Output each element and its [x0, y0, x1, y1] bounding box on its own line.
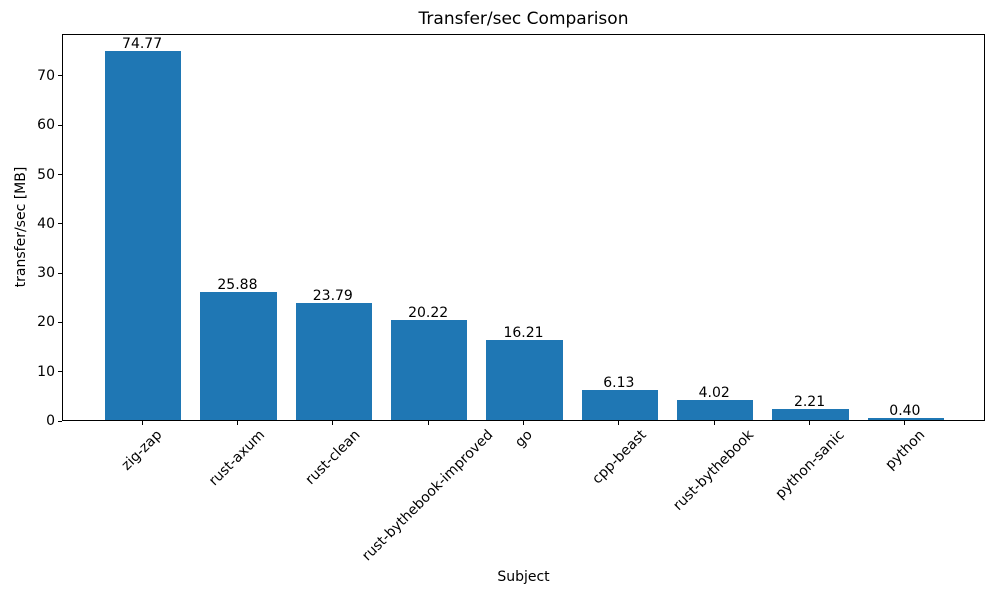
bar-rust-bythebook — [677, 400, 754, 420]
bar-zig-zap — [104, 51, 182, 420]
y-tick-label: 30 — [37, 265, 55, 282]
y-tick-mark — [58, 272, 62, 274]
x-tick-mark — [236, 421, 238, 425]
plot-area — [62, 34, 985, 421]
bar-cpp-beast — [581, 389, 658, 420]
bar-rust-clean — [295, 302, 372, 420]
y-tick-mark — [58, 174, 62, 175]
bar-go — [486, 340, 563, 420]
x-tick-label: zig-zap — [118, 427, 166, 474]
bar-value-label: 0.40 — [889, 403, 921, 420]
bar-value-label: 2.21 — [793, 394, 826, 411]
x-tick-label: rust-axum — [206, 427, 269, 490]
y-tick-label: 0 — [46, 413, 55, 429]
x-tick-mark — [427, 421, 429, 425]
bar-value-label: 16.21 — [503, 325, 544, 342]
y-tick-mark — [58, 321, 62, 323]
bar-python-sanic — [772, 409, 849, 420]
x-tick-mark — [904, 421, 906, 425]
x-tick-label: python — [881, 427, 928, 473]
y-tick-mark — [58, 223, 62, 225]
x-tick-label: python-sanic — [772, 427, 848, 503]
bar-rust-axum — [200, 292, 277, 420]
y-tick-mark — [58, 124, 62, 126]
bar-value-label: 25.88 — [217, 277, 258, 294]
y-tick-label: 70 — [37, 67, 55, 84]
bar-value-label: 23.79 — [312, 287, 353, 304]
bar-rust-bythebook-improved — [391, 320, 468, 420]
chart-title: Transfer/sec Comparison — [418, 9, 629, 29]
x-tick-mark — [618, 421, 620, 425]
x-tick-label: go — [511, 427, 536, 451]
y-tick-label: 40 — [37, 215, 55, 232]
bar-value-label: 6.13 — [603, 374, 635, 391]
x-tick-label: cpp-beast — [588, 427, 650, 488]
x-tick-label: rust-bythebook-improved — [359, 427, 497, 565]
bar-value-label: 74.77 — [122, 36, 163, 53]
x-axis-label: Subject — [497, 569, 550, 585]
bar-python — [867, 418, 945, 420]
y-tick-label: 20 — [37, 314, 55, 331]
y-tick-mark — [58, 371, 62, 373]
bar-value-label: 20.22 — [408, 305, 449, 322]
x-tick-mark — [523, 421, 524, 425]
y-tick-label: 10 — [37, 363, 55, 380]
x-tick-label: rust-clean — [302, 427, 364, 488]
x-tick-mark — [809, 421, 811, 425]
x-tick-mark — [713, 421, 715, 425]
y-tick-mark — [58, 75, 62, 77]
bar-value-label: 4.02 — [698, 385, 730, 402]
x-tick-label: rust-bythebook — [670, 427, 758, 514]
x-tick-mark — [332, 421, 334, 425]
y-tick-mark — [58, 420, 62, 422]
y-tick-label: 60 — [37, 117, 55, 134]
x-tick-mark — [141, 421, 143, 425]
y-tick-label: 50 — [37, 166, 55, 183]
